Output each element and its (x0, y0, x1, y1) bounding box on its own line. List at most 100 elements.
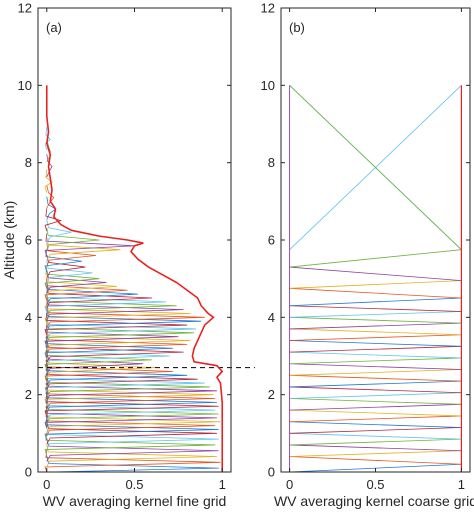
y-tick-label: 4 (25, 310, 32, 325)
kernel-line (46, 438, 219, 462)
y-tick-label: 0 (268, 465, 275, 480)
kernel-zero-marker (45, 382, 48, 386)
kernel-line (46, 281, 139, 305)
y-tick-label: 2 (268, 387, 275, 402)
x-tick-label: 0 (43, 477, 50, 492)
kernel-zero-marker (45, 387, 48, 390)
y-tick-label: 6 (25, 233, 32, 248)
x-tick-label: 0.5 (366, 477, 384, 492)
kernel-zero-marker (45, 410, 48, 413)
kernel-zero-marker (45, 368, 48, 372)
x-tick-label: 1 (458, 477, 465, 492)
y-tick-label: 6 (268, 233, 275, 248)
kernel-segment (289, 85, 462, 250)
x-tick-label: 1 (219, 477, 226, 492)
kernel-zero-marker (45, 359, 48, 362)
kernel-line (46, 273, 117, 298)
kernel-line (46, 297, 184, 321)
kernel-line (44, 449, 221, 472)
panel-a-y-axis-label: Altitude (km) (1, 201, 17, 280)
kernel-line (46, 339, 184, 363)
kernel-zero-marker (45, 378, 48, 381)
kernel-segment (289, 357, 462, 365)
kernel-line (44, 266, 100, 290)
kernel-line (46, 237, 121, 261)
y-tick-label: 4 (268, 310, 275, 325)
kernel-line (44, 127, 51, 151)
kernel-segment (289, 427, 462, 434)
kernel-segment (289, 363, 462, 370)
panel-b-axes-box (280, 7, 471, 473)
kernel-line (46, 185, 55, 209)
panel-b-x-ticks: 0 0.5 1 (286, 8, 465, 492)
kernel-zero-marker (45, 336, 48, 339)
kernel-segment (289, 421, 462, 428)
kernel-line (46, 420, 217, 444)
panel-a-x-axis-label: WV averaging kernel fine grid (43, 493, 227, 509)
kernel-segment (289, 409, 462, 417)
y-tick-label: 0 (25, 465, 32, 480)
kernel-segment (289, 316, 462, 324)
kernel-line (44, 359, 174, 383)
kernel-line (46, 227, 100, 251)
panel-a-envelope-line (45, 85, 224, 472)
kernel-segment (289, 328, 462, 336)
y-tick-label: 8 (268, 155, 275, 170)
kernel-segment (289, 287, 462, 299)
kernel-zero-marker (45, 419, 48, 423)
kernel-segment (289, 380, 462, 388)
kernel-zero-marker (45, 401, 48, 404)
kernel-line (46, 293, 177, 317)
panel-a-x-ticks: 0 0.5 1 (43, 8, 226, 492)
kernel-segment (289, 456, 462, 465)
kernel-line (46, 409, 221, 433)
kernel-line (46, 219, 72, 243)
kernel-line (46, 254, 86, 278)
kernel-line (46, 362, 188, 386)
panel-a-kernel-lines (44, 127, 221, 472)
kernel-segment (289, 280, 462, 289)
x-tick-label: 0 (286, 477, 293, 492)
kernel-line (44, 208, 63, 232)
kernel-line (44, 289, 167, 313)
kernel-segment (289, 249, 462, 268)
kernel-zero-marker (45, 345, 48, 348)
kernel-segment (289, 450, 462, 457)
panel-a-label: (a) (46, 20, 62, 35)
kernel-zero-marker (45, 350, 48, 353)
y-tick-label: 8 (25, 155, 32, 170)
kernel-segment (289, 311, 462, 318)
kernel-segment (289, 369, 462, 376)
kernel-line (46, 328, 191, 352)
kernel-line (46, 397, 216, 421)
kernel-zero-marker (45, 340, 48, 344)
y-tick-label: 2 (25, 387, 32, 402)
kernel-zero-marker (45, 364, 48, 367)
kernel-zero-marker (45, 415, 48, 418)
kernel-segment (289, 444, 462, 452)
kernel-segment (289, 345, 462, 353)
kernel-segment (289, 322, 462, 330)
panel-a-y-ticks: 0 2 4 6 8 10 12 (18, 1, 231, 480)
y-tick-label: 12 (261, 1, 275, 16)
kernel-line (46, 351, 144, 375)
kernel-segment (289, 266, 462, 281)
kernel-segment (289, 305, 462, 312)
panel-b-x-axis-label: WV averaging kernel coarse grid (274, 493, 474, 509)
kernel-segment (289, 403, 462, 411)
kernel-segment (289, 392, 462, 399)
kernel-line (44, 233, 135, 257)
kernel-line (44, 169, 53, 193)
kernel-segment (289, 340, 462, 347)
kernel-line (46, 386, 216, 410)
kernel-line (46, 455, 219, 472)
kernel-segment (289, 438, 462, 446)
y-tick-label: 10 (261, 78, 275, 93)
kernel-segment (289, 297, 462, 307)
kernel-line (46, 304, 205, 328)
kernel-zero-marker (45, 405, 48, 409)
panel-b-label: (b) (289, 20, 305, 35)
